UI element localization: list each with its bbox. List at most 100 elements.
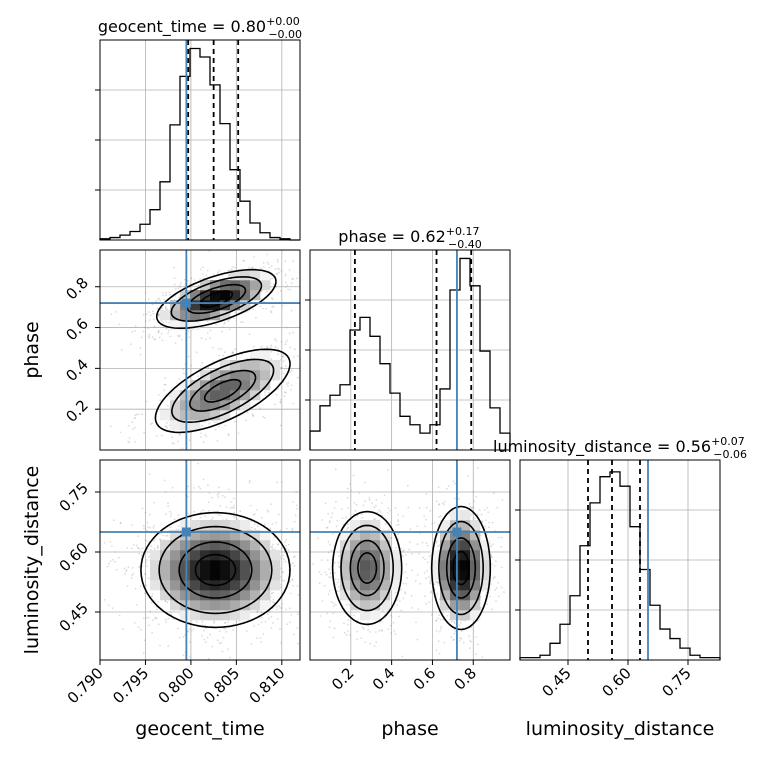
density-cell — [380, 590, 391, 601]
sample-point — [259, 637, 262, 639]
density-cell — [460, 560, 471, 571]
density-cell — [200, 540, 211, 551]
sample-point — [473, 500, 475, 503]
sample-point — [330, 549, 333, 552]
density-cell — [250, 530, 261, 541]
sample-point — [182, 372, 185, 375]
sample-point — [131, 524, 134, 526]
sample-point — [435, 619, 438, 622]
sample-point — [389, 521, 392, 523]
density-cell — [170, 570, 181, 581]
density-cell — [150, 550, 161, 561]
sample-point — [324, 520, 326, 522]
sample-point — [367, 622, 369, 624]
panel-frame — [99, 459, 301, 661]
density-cell — [360, 530, 371, 541]
sample-point — [404, 571, 407, 574]
sample-point — [252, 414, 255, 417]
density-cell — [180, 420, 191, 431]
sample-point — [203, 638, 206, 641]
sample-point — [489, 595, 491, 598]
density-cell — [250, 280, 261, 291]
sample-point — [222, 636, 225, 639]
sample-point — [401, 550, 404, 553]
sample-point — [302, 370, 304, 372]
sample-point — [369, 631, 371, 633]
sample-point — [438, 652, 441, 655]
sample-point — [187, 355, 190, 358]
hist-panel-phase — [305, 249, 511, 451]
sample-point — [277, 543, 279, 546]
sample-point — [252, 308, 255, 311]
density-cell — [380, 580, 391, 591]
sample-point — [348, 603, 351, 606]
sample-point — [134, 330, 136, 332]
sample-point — [164, 600, 167, 602]
sample-point — [292, 585, 294, 587]
density-cell — [340, 530, 351, 541]
sample-point — [200, 337, 203, 340]
density-cell — [160, 550, 171, 561]
density-cell — [190, 410, 201, 421]
sample-point — [209, 337, 211, 340]
density-cell — [240, 280, 251, 291]
sample-point — [307, 602, 309, 604]
density-cell — [230, 370, 241, 381]
sample-point — [180, 282, 182, 284]
sample-point — [118, 323, 121, 326]
sample-point — [134, 587, 137, 590]
sample-point — [274, 268, 277, 270]
sample-point — [166, 601, 169, 603]
sample-point — [130, 343, 132, 346]
sample-point — [248, 481, 251, 484]
sample-point — [470, 506, 473, 509]
sample-point — [106, 565, 109, 568]
sample-point — [285, 365, 287, 368]
density-cell — [160, 310, 171, 321]
sample-point — [126, 547, 128, 549]
sample-point — [98, 574, 100, 576]
sample-point — [260, 610, 262, 613]
sample-point — [164, 306, 167, 309]
sample-point — [253, 523, 256, 525]
sample-point — [164, 377, 167, 379]
sample-point — [279, 529, 282, 532]
sample-point — [491, 543, 494, 546]
density-cell — [250, 570, 261, 581]
density-cell — [170, 550, 181, 561]
sample-point — [179, 434, 181, 437]
sample-point — [324, 576, 326, 578]
density-cell — [370, 600, 381, 611]
sample-point — [407, 506, 410, 509]
sample-point — [153, 524, 156, 527]
sample-point — [501, 498, 504, 501]
sample-point — [308, 289, 310, 291]
sample-point — [418, 552, 420, 555]
sample-point — [227, 320, 230, 322]
sample-point — [260, 516, 263, 519]
sample-point — [164, 425, 167, 427]
sample-point — [86, 561, 88, 563]
sample-point — [171, 442, 174, 444]
sample-point — [277, 513, 280, 516]
sample-point — [270, 592, 273, 595]
density-cell — [450, 560, 461, 571]
sample-point — [175, 451, 177, 453]
sample-point — [145, 540, 148, 542]
sample-point — [450, 620, 453, 623]
sample-point — [279, 607, 282, 609]
density-cell — [460, 520, 471, 531]
sample-point — [277, 260, 279, 263]
sample-point — [388, 528, 390, 531]
sample-point — [227, 648, 229, 650]
sample-point — [187, 496, 189, 498]
sample-point — [148, 311, 151, 313]
sample-point — [164, 600, 167, 603]
x-tick-label: 0.6 — [410, 664, 440, 694]
density-cell — [230, 540, 241, 551]
sample-point — [228, 273, 231, 276]
sample-point — [217, 514, 220, 516]
sample-point — [270, 265, 273, 267]
density-cell — [240, 570, 251, 581]
sample-point — [424, 558, 426, 561]
